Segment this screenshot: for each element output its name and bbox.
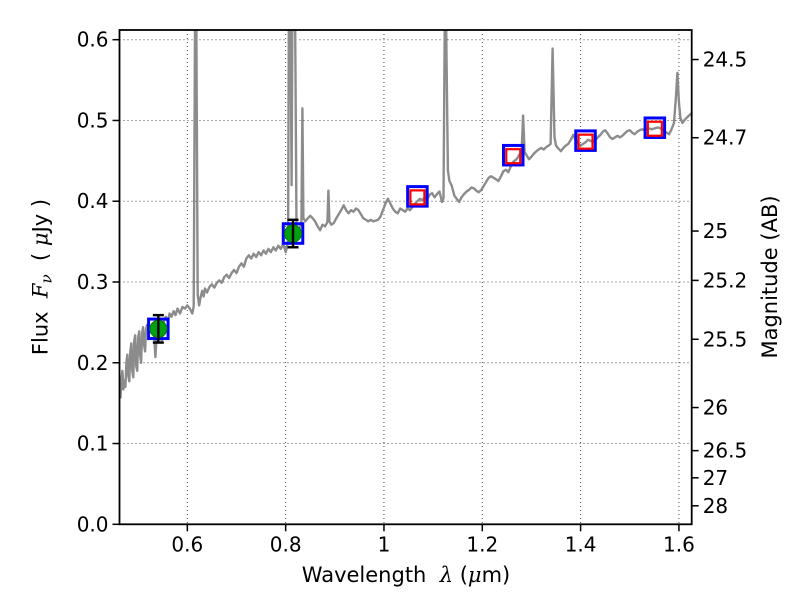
x-tick-label: 0.8	[270, 532, 302, 556]
y-left-tick-label: 0.6	[77, 28, 109, 52]
model-photometry-blue-square	[574, 129, 597, 152]
y-axis-label-flux: Flux Fν ( μJy )	[28, 199, 55, 355]
y-right-tick-label: 26.5	[703, 439, 748, 463]
y-right-tick-label: 27	[703, 466, 728, 490]
y-right-tick-label: 26	[703, 396, 728, 420]
axis-label-part: (	[28, 246, 53, 275]
y-right-tick-label: 24.5	[703, 48, 748, 72]
y-left-tick-label: 0.0	[77, 512, 109, 536]
x-tick-label: 1.4	[565, 532, 597, 556]
x-tick-label: 1.6	[663, 532, 695, 556]
model-photometry-blue-square	[406, 185, 429, 208]
y-right-tick-label: 25.2	[703, 268, 748, 292]
y-right-tick-label: 24.7	[703, 126, 748, 150]
y-left-tick-label: 0.5	[77, 108, 109, 132]
y-right-tick-label: 25.5	[703, 327, 748, 351]
axis-label-part: ν	[37, 274, 56, 284]
y-left-tick-label: 0.1	[77, 432, 109, 456]
model-photometry-blue-square	[502, 143, 525, 167]
model-photometry-blue-square	[643, 116, 667, 139]
model-photometry-red-square	[646, 120, 663, 137]
model-spectrum-line	[119, 30, 692, 399]
axis-label-part: μ	[28, 232, 53, 247]
y-axis-label-magnitude: Magnitude (AB)	[758, 195, 782, 359]
y-right-tick-label: 28	[703, 494, 728, 518]
axis-label-part: Wavelength	[301, 563, 440, 587]
model-photometry-red-square	[409, 189, 426, 206]
y-left-tick-label: 0.4	[77, 189, 109, 213]
x-axis-label-wavelength: Wavelength λ (μm)	[302, 563, 510, 587]
axis-label-part: λ	[439, 563, 454, 587]
x-tick-label: 0.6	[171, 532, 203, 556]
axis-label-part: Flux	[28, 298, 53, 356]
y-left-tick-label: 0.2	[77, 351, 109, 375]
model-photometry-red-square	[505, 148, 522, 165]
axis-label-part: m)	[481, 563, 511, 587]
y-left-tick-label: 0.3	[77, 270, 109, 294]
axis-label-part: μ	[467, 563, 482, 587]
axis-label-part: (	[453, 563, 468, 587]
axes-frame	[118, 29, 693, 526]
axis-label-part: Jy )	[28, 198, 53, 233]
x-tick-label: 1.2	[466, 532, 498, 556]
axis-label-part: F	[28, 283, 53, 299]
y-right-tick-label: 25	[703, 219, 728, 243]
model-photometry-red-square	[577, 133, 594, 150]
x-tick-label: 1	[378, 532, 391, 556]
